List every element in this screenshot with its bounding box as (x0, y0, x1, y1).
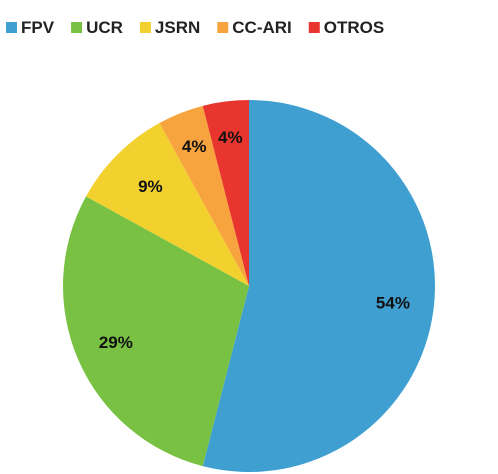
legend-swatch (139, 22, 151, 33)
legend-label: CC-ARI (232, 18, 292, 37)
pie-slice (202, 100, 249, 286)
legend-label: UCR (86, 18, 123, 37)
legend-label: FPV (21, 18, 55, 37)
legend-swatch (217, 22, 229, 33)
slice-label: 54% (376, 294, 410, 313)
pie: 54% 29% 9% 4% 4% (62, 100, 436, 473)
slice-label: 9% (138, 177, 163, 196)
slice-label: 4% (218, 128, 243, 147)
legend: FPV UCR JSRN CC-ARI OTROS (6, 18, 384, 37)
pie-slice (159, 105, 249, 286)
legend-swatch (71, 22, 83, 33)
pie-slice (202, 100, 436, 473)
slice-label: 4% (182, 137, 207, 156)
legend-swatch (6, 22, 17, 33)
pie-slice (62, 196, 249, 467)
legend-label: OTROS (324, 18, 384, 37)
slice-label: 29% (99, 333, 133, 352)
legend-swatch (308, 22, 320, 33)
pie-slice (86, 123, 249, 286)
legend-label: JSRN (155, 18, 200, 37)
